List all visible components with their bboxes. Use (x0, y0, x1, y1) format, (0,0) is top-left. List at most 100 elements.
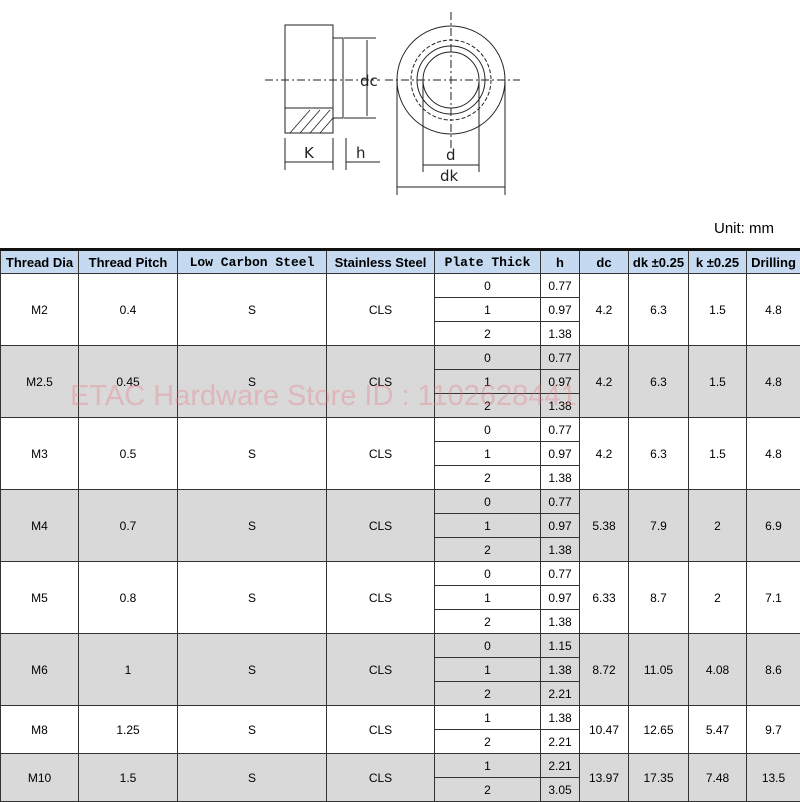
plate-thick-cell: 1 (435, 754, 541, 778)
column-header: Thread Pitch (79, 250, 178, 274)
thread-dia-cell: M10 (1, 754, 79, 802)
h-cell: 0.97 (541, 370, 580, 394)
column-header: Thread Dia (1, 250, 79, 274)
plate-thick-cell: 0 (435, 634, 541, 658)
plate-thick-cell: 0 (435, 562, 541, 586)
low-carbon-steel-cell: S (178, 490, 327, 562)
stainless-steel-cell: CLS (327, 274, 435, 346)
k-label: K (304, 144, 315, 162)
thread-pitch-cell: 0.4 (79, 274, 178, 346)
thread-pitch-cell: 0.8 (79, 562, 178, 634)
drilling-cell: 9.7 (747, 706, 800, 754)
h-cell: 1.38 (541, 658, 580, 682)
thread-dia-cell: M4 (1, 490, 79, 562)
drilling-cell: 4.8 (747, 418, 800, 490)
h-cell: 2.21 (541, 730, 580, 754)
thread-pitch-cell: 0.7 (79, 490, 178, 562)
column-header: h (541, 250, 580, 274)
h-cell: 3.05 (541, 778, 580, 802)
plate-thick-cell: 1 (435, 658, 541, 682)
thread-pitch-cell: 1 (79, 634, 178, 706)
stainless-steel-cell: CLS (327, 562, 435, 634)
plate-thick-cell: 2 (435, 730, 541, 754)
h-cell: 1.38 (541, 466, 580, 490)
column-header: Drilling (747, 250, 800, 274)
dc-cell: 10.47 (580, 706, 629, 754)
dk-cell: 7.9 (629, 490, 689, 562)
dc-cell: 4.2 (580, 346, 629, 418)
d-label: d (446, 146, 456, 164)
plate-thick-cell: 1 (435, 442, 541, 466)
column-header: k ±0.25 (689, 250, 747, 274)
thread-dia-cell: M5 (1, 562, 79, 634)
k-cell: 2 (689, 562, 747, 634)
dc-cell: 5.38 (580, 490, 629, 562)
h-cell: 1.38 (541, 610, 580, 634)
column-header: Plate Thick (435, 250, 541, 274)
plate-thick-cell: 1 (435, 586, 541, 610)
dc-cell: 6.33 (580, 562, 629, 634)
dk-cell: 6.3 (629, 418, 689, 490)
dk-cell: 6.3 (629, 274, 689, 346)
thread-dia-cell: M2 (1, 274, 79, 346)
k-cell: 1.5 (689, 274, 747, 346)
h-cell: 0.97 (541, 298, 580, 322)
low-carbon-steel-cell: S (178, 274, 327, 346)
thread-pitch-cell: 0.45 (79, 346, 178, 418)
k-cell: 5.47 (689, 706, 747, 754)
plate-thick-cell: 0 (435, 418, 541, 442)
h-label: h (356, 144, 366, 162)
column-header: dc (580, 250, 629, 274)
k-cell: 7.48 (689, 754, 747, 802)
h-cell: 1.38 (541, 706, 580, 730)
k-cell: 2 (689, 490, 747, 562)
h-cell: 0.97 (541, 442, 580, 466)
stainless-steel-cell: CLS (327, 418, 435, 490)
column-header: dk ±0.25 (629, 250, 689, 274)
plate-thick-cell: 1 (435, 706, 541, 730)
low-carbon-steel-cell: S (178, 418, 327, 490)
plate-thick-cell: 0 (435, 346, 541, 370)
h-cell: 0.77 (541, 274, 580, 298)
column-header: Low Carbon Steel (178, 250, 327, 274)
column-header: Stainless Steel (327, 250, 435, 274)
k-cell: 1.5 (689, 346, 747, 418)
stainless-steel-cell: CLS (327, 706, 435, 754)
dc-cell: 4.2 (580, 274, 629, 346)
drilling-cell: 6.9 (747, 490, 800, 562)
low-carbon-steel-cell: S (178, 754, 327, 802)
dc-label: dc (360, 72, 378, 90)
nut-technical-drawing: dc K h d dk (260, 0, 540, 200)
low-carbon-steel-cell: S (178, 706, 327, 754)
dc-cell: 4.2 (580, 418, 629, 490)
h-cell: 1.38 (541, 394, 580, 418)
thread-dia-cell: M8 (1, 706, 79, 754)
h-cell: 0.77 (541, 562, 580, 586)
dc-cell: 13.97 (580, 754, 629, 802)
h-cell: 0.77 (541, 490, 580, 514)
thread-pitch-cell: 1.25 (79, 706, 178, 754)
stainless-steel-cell: CLS (327, 346, 435, 418)
thread-dia-cell: M2.5 (1, 346, 79, 418)
dk-cell: 17.35 (629, 754, 689, 802)
drilling-cell: 8.6 (747, 634, 800, 706)
plate-thick-cell: 1 (435, 514, 541, 538)
h-cell: 2.21 (541, 682, 580, 706)
h-cell: 0.97 (541, 586, 580, 610)
stainless-steel-cell: CLS (327, 754, 435, 802)
plate-thick-cell: 2 (435, 778, 541, 802)
plate-thick-cell: 2 (435, 682, 541, 706)
plate-thick-cell: 2 (435, 610, 541, 634)
drilling-cell: 13.5 (747, 754, 800, 802)
dk-cell: 8.7 (629, 562, 689, 634)
h-cell: 0.77 (541, 346, 580, 370)
plate-thick-cell: 2 (435, 322, 541, 346)
dk-label: dk (440, 167, 459, 185)
h-cell: 1.38 (541, 538, 580, 562)
